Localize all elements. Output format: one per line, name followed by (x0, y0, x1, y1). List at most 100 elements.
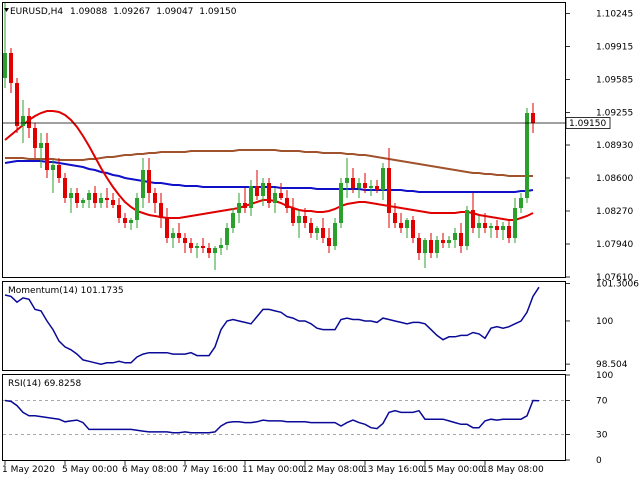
candle-body (153, 193, 157, 203)
candle-body (15, 83, 19, 126)
price-ytick-label: 1.09915 (596, 43, 633, 53)
candle-body (213, 248, 217, 253)
rsi-ytick-label: 30 (596, 431, 608, 441)
candle-body (477, 223, 481, 228)
candle-body (147, 170, 151, 193)
candle-body (309, 223, 313, 233)
momentum-title: Momentum(14) 101.1735 (8, 286, 124, 296)
ohlc-open: 1.09088 (70, 7, 107, 17)
candle-body (495, 226, 499, 230)
momentum-panel-frame (2, 281, 566, 371)
momentum-ytick-label: 101.3006 (596, 279, 639, 289)
candle-body (123, 218, 127, 223)
candle-body (93, 193, 97, 203)
current-price-box (565, 117, 611, 129)
candle-body (339, 183, 343, 223)
candle-body (303, 216, 307, 223)
candle-body (297, 216, 301, 223)
candle-body (321, 228, 325, 238)
candle-body (387, 168, 391, 213)
rsi-ytick-label: 70 (596, 397, 608, 407)
price-ytick-label: 1.07940 (596, 240, 633, 250)
current-price-label: 1.09150 (569, 119, 606, 129)
candle-body (369, 186, 373, 188)
momentum-ytick-label: 98.504 (596, 360, 628, 370)
axis-layer: 1.10245 1.09915 1.09585 1.09255 1.08930 1.086… (2, 10, 639, 476)
candle-body (357, 183, 361, 188)
candle-body (459, 233, 463, 246)
candle-body (315, 228, 319, 233)
price-panel-frame (2, 2, 566, 278)
candle-body (525, 113, 529, 198)
candle-body (405, 220, 409, 228)
candle-body (381, 168, 385, 190)
candle-body (501, 226, 505, 230)
candle-body (219, 245, 223, 248)
candle-body (531, 113, 535, 123)
candle-body (75, 193, 79, 203)
rsi-panel-frame (2, 374, 566, 461)
x-tick-label: 15 May 00:00 (422, 465, 484, 475)
candle-body (375, 186, 379, 190)
candle-body (201, 246, 205, 248)
candle-body (105, 198, 109, 200)
candle-body (435, 240, 439, 253)
x-tick-label: 13 May 16:00 (362, 465, 424, 475)
momentum-ytick-label: 100 (596, 317, 613, 327)
price-ytick-label: 1.09585 (596, 76, 633, 86)
candle-body (411, 220, 415, 238)
x-tick-label: 18 May 08:00 (482, 465, 544, 475)
candle-body (351, 178, 355, 188)
candle-body (279, 193, 283, 198)
x-tick-label: 7 May 16:00 (182, 465, 238, 475)
candle-body (471, 210, 475, 228)
candle-body (519, 198, 523, 208)
candle-body (447, 240, 451, 243)
candle-body (81, 200, 85, 203)
momentum-layer (4, 286, 540, 365)
candle-body (249, 186, 253, 208)
rsi-line (4, 399, 540, 434)
rsi-title: RSI(14) 69.8258 (8, 379, 81, 389)
candle-body (63, 178, 67, 198)
x-tick-label: 1 May 2020 (2, 465, 55, 475)
ohlc-low: 1.09047 (156, 7, 193, 17)
candle-body (87, 193, 91, 200)
candle-body (393, 213, 397, 223)
candle-body (183, 238, 187, 243)
candle-body (327, 238, 331, 246)
x-tick-label: 5 May 00:00 (62, 465, 118, 475)
candle-body (231, 213, 235, 228)
candle-body (273, 193, 277, 203)
price-ytick-label: 1.08270 (596, 207, 633, 217)
candle-body (441, 240, 445, 243)
collapse-triangle-icon (4, 8, 9, 12)
candle-body (135, 198, 139, 220)
candle-body (483, 223, 487, 228)
candle-body (9, 53, 13, 83)
rsi-ytick-label: 0 (596, 456, 602, 466)
rsi-ytick-label: 100 (596, 371, 613, 381)
candle-body (267, 183, 271, 203)
price-ytick-label: 1.07610 (596, 273, 633, 283)
candle-body (243, 203, 247, 208)
x-tick-label: 11 May 00:00 (242, 465, 304, 475)
candle-body (417, 238, 421, 253)
momentum-line (4, 286, 540, 365)
candle-body (165, 218, 169, 238)
candle-body (159, 203, 163, 218)
candle-body (255, 186, 259, 196)
ma-brown-line (5, 149, 533, 177)
candle-body (177, 233, 181, 238)
candle-body (399, 223, 403, 228)
candle-body (39, 143, 43, 148)
candle-body (21, 116, 25, 126)
candle-body (207, 248, 211, 253)
candle-body (345, 178, 349, 183)
candle-body (69, 193, 73, 198)
candle-body (189, 243, 193, 248)
candle-body (45, 143, 49, 170)
price-ytick-label: 1.08930 (596, 141, 633, 151)
candle-body (333, 223, 337, 246)
price-ytick-label: 1.10245 (596, 10, 633, 20)
